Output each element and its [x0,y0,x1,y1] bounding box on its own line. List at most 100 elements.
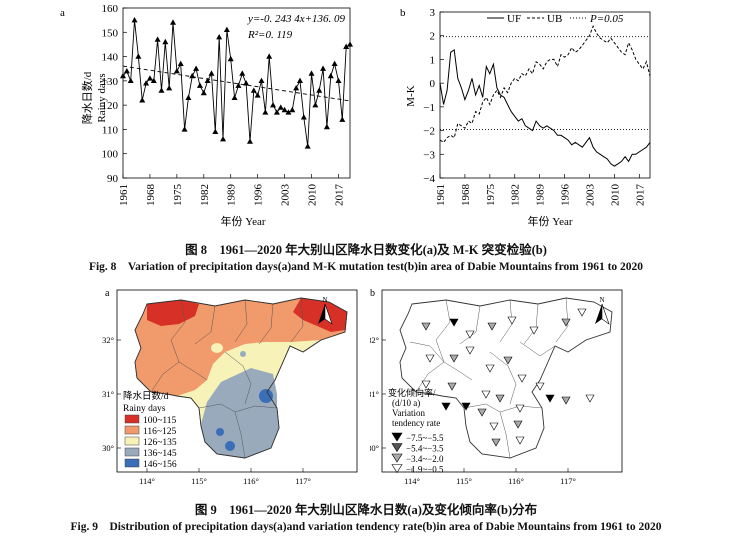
data-point-marker [258,77,265,84]
r-squared: R²=0. 119 [247,29,293,41]
y-axis-label-cn: 降水日数/d [80,71,94,124]
data-point-marker [127,77,134,84]
data-point-marker [293,84,300,91]
data-point-marker [243,80,250,86]
series-data [122,20,351,147]
legend-label: 146~156 [143,460,177,470]
data-point-marker [266,53,273,59]
legend-symbol [391,443,403,453]
chart-b-legend: UF UB P=0.05 [487,13,624,25]
data-point-marker [246,138,253,144]
data-point-marker [289,106,296,113]
x-tick-label: 1989 [226,184,238,207]
lon-label: 114° [404,476,420,486]
map-a-ticks: 32° 31° 30° 114° 115° 116° 117° [102,335,311,486]
station-marker [441,402,451,411]
lon-label: 115° [191,476,207,486]
data-point-marker [327,72,334,79]
station-marker [491,438,501,447]
data-point-marker [239,70,246,76]
y-tick-label: −3 [423,149,435,161]
zone-146-156-c [225,441,235,451]
data-point-marker [154,36,161,42]
data-point-marker [273,109,280,115]
data-point-marker [200,89,207,96]
x-tick-label: 1975 [172,184,184,207]
data-point-marker [158,87,165,93]
zone-136-145-spot [240,351,246,357]
lat-label: 32° [370,335,379,345]
data-point-marker [146,75,153,81]
plot-area: 90 100 110 120 130 140 150 160 1961 1968 1975 1982 1… [102,3,353,207]
station-marker [561,318,571,327]
map-b-tendency-rate: b N 变化倾向率/ (d/10 a) Variation tendency r… [370,288,623,486]
station-marker [465,346,475,355]
y-tick-label: 160 [102,3,119,15]
legend-ub: UB [547,13,562,25]
lat-label: 31° [370,389,379,399]
x-tick-label: 1961 [435,184,447,206]
data-point-marker [135,53,142,59]
lat-label: 30° [370,443,379,453]
county-boundaries [150,297,304,459]
x-tick-label: 1996 [253,184,265,207]
station-marker [421,322,431,331]
data-point-marker [316,87,323,93]
legend-label: −7.5~−5.5 [406,433,444,443]
data-point-marker [254,92,261,98]
data-point-marker [281,106,288,113]
data-point-marker [308,70,315,76]
x-tick-label: 1968 [460,184,472,207]
x-tick-label: 1961 [118,184,130,206]
y-tick-label: 2 [430,31,436,43]
legend-label: 136~145 [143,449,177,459]
station-markers [421,308,595,447]
data-point-marker [235,82,242,88]
legend-symbol [391,432,403,442]
data-point-marker [216,33,223,40]
plot-area: −4 −3 −2 −1 0 1 2 3 1961 1968 1975 1982 1989 1996 2003… [423,7,651,207]
series-trend [122,65,351,102]
station-marker [421,380,431,389]
data-point-marker [277,104,284,110]
data-point-marker [304,143,311,149]
y-tick-label: −4 [423,173,435,185]
data-point-marker [170,19,177,25]
station-marker [577,308,587,317]
dabie-region-outline [134,297,348,459]
zone-146-156-b [216,428,224,436]
lon-label: 116° [508,476,524,486]
legend-symbol [391,464,403,474]
station-marker [449,318,459,327]
station-marker [465,330,475,339]
y-tick-label: 130 [102,76,119,88]
station-marker [425,354,435,363]
station-marker [489,422,499,431]
zone-100-115-east [293,298,347,332]
data-point-marker [231,94,238,101]
y-tick-label: −1 [423,102,435,114]
x-tick-label: 2003 [584,184,596,207]
lat-label: 30° [102,443,114,453]
lon-label: 114° [139,476,155,486]
legend-label: 116~125 [143,427,177,437]
data-point-marker [262,109,269,115]
legend-symbol [391,453,403,463]
panel-letter-a: a [60,7,65,19]
y-tick-label: 1 [430,54,436,66]
svg-text:N: N [599,296,604,304]
station-marker [503,356,513,365]
legend-label: 100~115 [143,416,177,426]
x-tick-label: 2010 [307,184,319,207]
legend-swatch [124,425,140,435]
data-point-marker [177,60,184,67]
station-marker [517,374,527,383]
legend-uf: UF [507,13,521,25]
data-point-marker [300,114,307,120]
x-axis-label: 年份 Year [527,214,572,228]
data-point-marker [223,26,230,33]
svg-text:降水日数/d: 降水日数/d [123,390,169,402]
lon-label: 115° [456,476,472,486]
figure-8-caption-cn: 图 8 1961—2020 年大别山区降水日数变化(a)及 M-K 突变检验(b… [185,243,547,257]
data-point-marker [285,109,292,115]
